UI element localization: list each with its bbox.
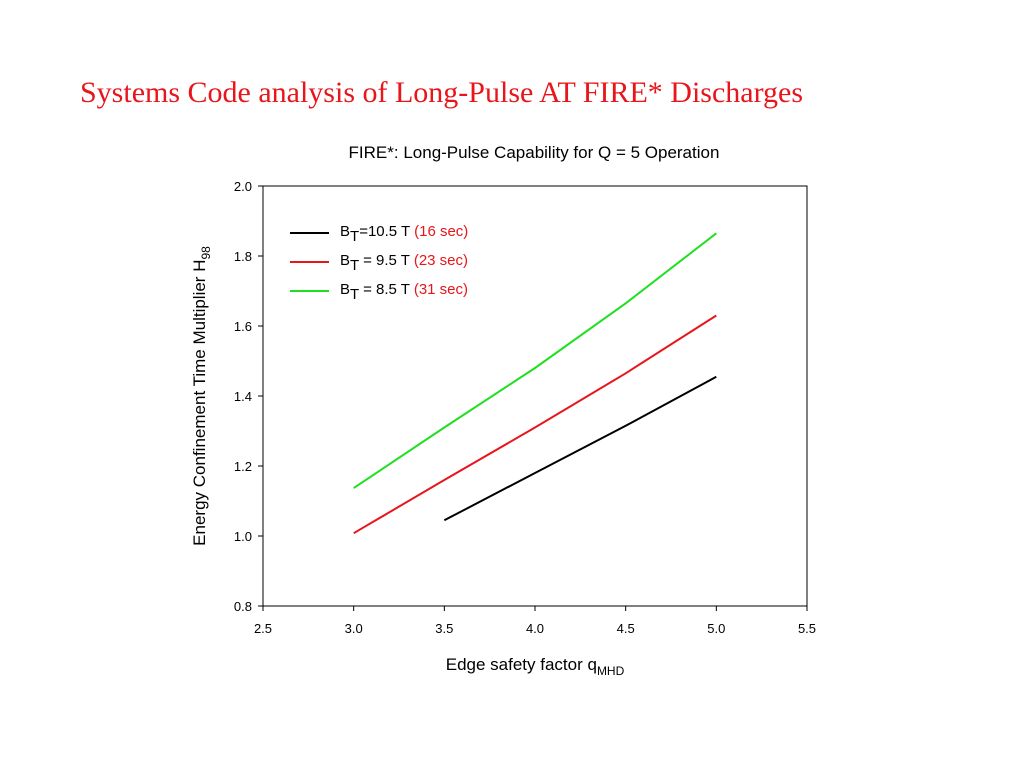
y-tick-label: 1.6 bbox=[234, 319, 252, 334]
y-tick-label: 1.0 bbox=[234, 529, 252, 544]
series-line-1 bbox=[443, 375, 717, 522]
x-tick-label: 4.5 bbox=[617, 621, 635, 636]
slide-title: Systems Code analysis of Long-Pulse AT F… bbox=[80, 76, 804, 109]
y-axis-ticks: 0.8 1.0 1.2 1.4 1.6 1.8 2.0 bbox=[234, 179, 263, 614]
y-tick-label: 0.8 bbox=[234, 599, 252, 614]
x-tick-label: 2.5 bbox=[254, 621, 272, 636]
legend: BT=10.5 T (16 sec) BT = 9.5 T (23 sec) BT … bbox=[290, 223, 468, 303]
y-tick-label: 2.0 bbox=[234, 179, 252, 194]
legend-entry-1: BT=10.5 T (16 sec) bbox=[340, 223, 468, 245]
x-tick-label: 5.0 bbox=[707, 621, 725, 636]
legend-entry-3: BT = 8.5 T (31 sec) bbox=[340, 281, 468, 303]
y-tick-label: 1.8 bbox=[234, 249, 252, 264]
series-line-3 bbox=[353, 232, 717, 489]
legend-entry-2: BT = 9.5 T (23 sec) bbox=[340, 252, 468, 274]
x-axis-label: Edge safety factor qMHD bbox=[446, 655, 625, 678]
series-lines bbox=[353, 232, 717, 535]
x-axis-label-subscript: MHD bbox=[597, 664, 625, 678]
plot-area-frame bbox=[262, 185, 808, 607]
x-tick-label: 3.0 bbox=[345, 621, 363, 636]
y-tick-label: 1.4 bbox=[234, 389, 252, 404]
x-tick-label: 5.5 bbox=[798, 621, 816, 636]
y-axis-label-subscript: 98 bbox=[199, 246, 213, 260]
y-axis-label: Energy Confinement Time Multiplier H98 bbox=[190, 246, 213, 546]
series-line-2 bbox=[353, 314, 717, 535]
chart-title: FIRE*: Long-Pulse Capability for Q = 5 O… bbox=[349, 143, 720, 162]
x-axis-ticks: 2.5 3.0 3.5 4.0 4.5 5.0 5.5 bbox=[254, 606, 816, 636]
y-tick-label: 1.2 bbox=[234, 459, 252, 474]
x-tick-label: 4.0 bbox=[526, 621, 544, 636]
x-tick-label: 3.5 bbox=[435, 621, 453, 636]
